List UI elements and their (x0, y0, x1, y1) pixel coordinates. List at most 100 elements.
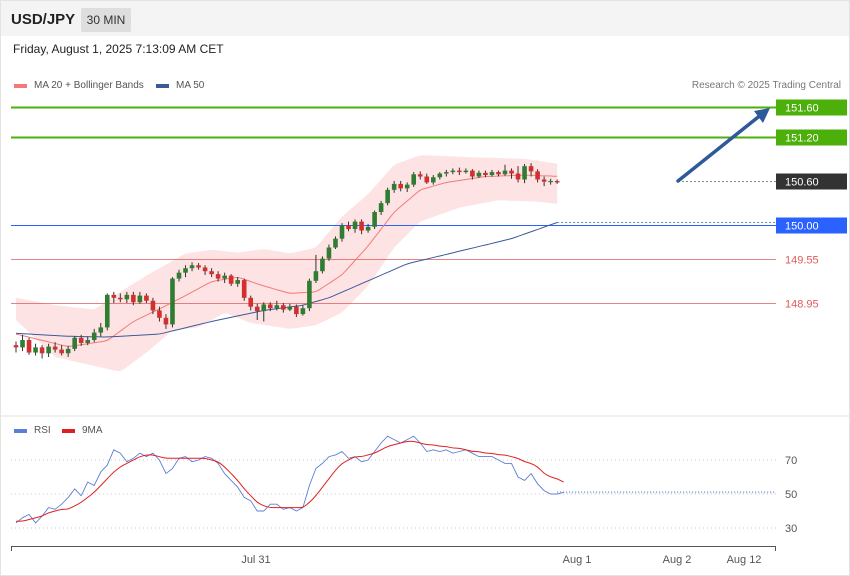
ma50-swatch (156, 83, 169, 88)
candle-down (202, 267, 208, 272)
candle-up (411, 174, 417, 185)
candle-up (502, 170, 508, 175)
level-label-148.95: 148.95 (785, 299, 819, 311)
forecast-arrow-shaft (676, 112, 764, 183)
candle-down (209, 271, 214, 275)
legend-rsi-label: RSI (34, 425, 51, 436)
candle-up (222, 275, 227, 279)
legend-ma50: MA 50 (156, 80, 204, 91)
chart-datetime: Friday, August 1, 2025 7:13:09 AM CET (13, 42, 224, 56)
candle-down (248, 297, 254, 307)
candle-down (254, 306, 260, 312)
candle-down (78, 337, 84, 343)
candle-down (52, 346, 58, 350)
symbol-title: USD/JPY (11, 11, 76, 28)
candle-down (470, 170, 475, 177)
level-label-150.00: 150.00 (785, 221, 819, 233)
level-label-151.20: 151.20 (785, 133, 819, 145)
time-tick-label: Aug 1 (563, 554, 592, 566)
candle-up (430, 177, 436, 183)
candle-down (515, 173, 521, 180)
candle-up (137, 295, 143, 303)
candle-down (59, 349, 64, 354)
rsi-panel: 70 50 30 (11, 435, 797, 535)
candle-down (163, 317, 169, 325)
candle-down (228, 275, 234, 284)
top-bar: USD/JPY 30 MIN (1, 1, 849, 36)
candle-down (111, 294, 117, 298)
candle-down (496, 172, 501, 175)
candle-up (65, 348, 71, 354)
candle-down (554, 180, 560, 183)
candle-up (522, 166, 527, 180)
candle-down (215, 274, 221, 279)
candle-down (509, 170, 514, 174)
candle-up (33, 347, 38, 353)
candle-up (170, 278, 175, 325)
forecast-arrow-head (754, 108, 770, 123)
rsi-tick-label: 30 (785, 523, 797, 535)
candle-down (457, 170, 462, 173)
candle-down (346, 225, 351, 230)
candle-down (144, 295, 149, 301)
candle-up (548, 180, 553, 183)
candle-down (281, 305, 286, 310)
candle-up (98, 327, 104, 333)
candle-down (118, 297, 123, 300)
candle-up (391, 183, 397, 190)
credit-text: Research © 2025 Trading Central (691, 80, 841, 91)
candle-up (124, 294, 130, 300)
price-panel: 151.60 151.20 150.60 150.00 149.55 148.95 (11, 99, 847, 372)
candle-up (176, 272, 182, 279)
candle-down (535, 171, 540, 180)
candle-up (46, 346, 51, 354)
time-tick-label: Aug 2 (663, 554, 692, 566)
legend-ma20-label: MA 20 + Bollinger Bands (34, 80, 144, 91)
candle-up (372, 212, 377, 227)
legend-rsi: RSI (14, 425, 51, 436)
candle-down (196, 265, 201, 268)
candle-down (39, 347, 45, 354)
ma20-line (15, 174, 558, 347)
candle-up (274, 305, 280, 309)
candle-up (326, 247, 332, 259)
candle-up (287, 306, 293, 310)
candle-down (528, 166, 534, 172)
candle-down (157, 310, 162, 318)
candle-up (91, 332, 97, 340)
candle-up (261, 304, 267, 312)
candle-up (104, 294, 110, 328)
candle-up (352, 221, 358, 230)
candle-up (300, 308, 306, 315)
candle-up (20, 339, 25, 348)
time-axis: Jul 31 Aug 1 Aug 2 Aug 12 (11, 546, 776, 566)
time-tick-label: Aug 12 (727, 554, 762, 566)
candle-down (417, 174, 423, 177)
candle-up (189, 265, 195, 269)
level-badge-150.60 (776, 173, 847, 190)
candle-up (437, 173, 443, 178)
candle-down (13, 345, 19, 348)
candle-up (339, 225, 345, 239)
legend-rsi-ma: 9MA (62, 425, 103, 436)
rsi-ma-swatch (62, 428, 75, 433)
candle-up (72, 337, 77, 349)
timeframe-button[interactable]: 30 MIN (81, 8, 131, 32)
rsi-tick-label: 50 (785, 489, 797, 501)
candle-down (26, 339, 32, 353)
candle-down (424, 176, 430, 183)
candle-up (476, 172, 482, 177)
candle-up (235, 280, 240, 284)
candle-down (150, 300, 156, 311)
candle-up (385, 189, 390, 204)
level-badge-150.00 (776, 217, 847, 234)
level-label-149.55: 149.55 (785, 255, 819, 267)
candle-down (131, 294, 136, 303)
candle-down (359, 221, 364, 231)
candle-down (267, 304, 273, 309)
rsi-tick-label: 70 (785, 455, 797, 467)
rsi-swatch (14, 428, 27, 433)
level-badge-151.60 (776, 99, 847, 116)
level-label-150.60: 150.60 (785, 177, 819, 189)
